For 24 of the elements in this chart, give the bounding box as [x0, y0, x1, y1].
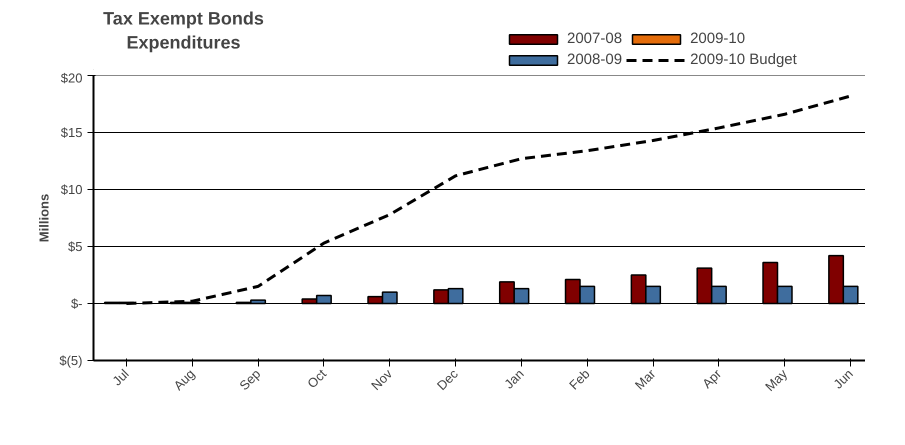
x-tick-label: Oct — [304, 366, 330, 392]
x-tick-label: Aug — [170, 366, 198, 394]
chart-title: Tax Exempt Bonds Expenditures — [103, 8, 264, 52]
x-tick-label: May — [762, 366, 790, 394]
x-tick-label: Nov — [368, 366, 396, 394]
y-tick-label: $5 — [68, 239, 83, 254]
x-tick-label: Jun — [830, 366, 856, 392]
legend-label: 2009-10 Budget — [690, 51, 797, 68]
x-tick-label: Feb — [566, 366, 593, 393]
y-axis-title: Millions — [36, 194, 52, 242]
x-tick-label: Jul — [109, 366, 132, 389]
y-tick-label: $- — [70, 296, 83, 311]
x-tick-label: Sep — [236, 366, 264, 394]
y-tick-label: $20 — [60, 70, 83, 86]
x-tick-label: Jan — [501, 366, 527, 392]
x-tick-label: Mar — [632, 366, 659, 393]
x-tick-label: Dec — [434, 366, 462, 394]
legend-label: 2007-08 — [567, 30, 622, 47]
legend-label: 2009-10 — [690, 30, 746, 47]
x-tick-label: Apr — [699, 366, 725, 392]
y-tick-label: $10 — [60, 182, 83, 197]
y-tick-label: $15 — [60, 125, 83, 140]
y-tick-label: $(5) — [59, 353, 83, 368]
legend-label: 2008-09 — [567, 51, 622, 68]
